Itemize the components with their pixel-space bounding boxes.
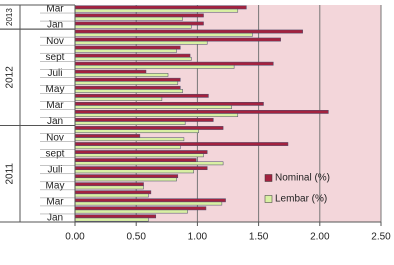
bar	[74, 5, 247, 10]
bar	[74, 97, 163, 101]
bar	[74, 158, 197, 162]
bar	[74, 174, 179, 179]
bar	[74, 201, 223, 206]
bar	[74, 24, 192, 29]
bar	[74, 105, 232, 109]
bar	[74, 129, 199, 134]
x-tick-label: 0.00	[65, 232, 85, 243]
bar	[74, 37, 281, 42]
bar	[74, 177, 177, 182]
bar	[74, 69, 147, 74]
y-tick-label: Jan	[47, 213, 63, 224]
x-tick-label: 1.50	[249, 232, 269, 243]
y-tick-label: Mar	[46, 4, 64, 15]
year-label: 2011	[5, 163, 16, 185]
bar	[74, 166, 208, 171]
bar	[74, 150, 208, 154]
bar	[74, 193, 149, 198]
x-tick-label: 2.00	[310, 232, 330, 243]
bar	[74, 53, 191, 58]
bar	[74, 185, 144, 190]
y-tick-label: Mar	[46, 100, 64, 111]
bar	[74, 153, 204, 158]
bar	[74, 110, 329, 114]
bar	[74, 93, 209, 98]
y-tick-label: sept	[46, 52, 65, 63]
bar	[74, 101, 264, 106]
bar	[74, 45, 181, 50]
bar	[74, 48, 177, 53]
bar	[74, 13, 204, 18]
bar	[74, 206, 207, 211]
bar	[74, 137, 185, 142]
bar	[74, 65, 235, 69]
bar	[74, 121, 186, 126]
legend-label: Lembar (%)	[275, 194, 327, 205]
bar	[74, 214, 157, 219]
y-tick-label: May	[46, 84, 65, 95]
bar	[74, 190, 152, 195]
bar	[74, 209, 188, 214]
y-tick-label: Jan	[47, 20, 63, 31]
bar	[74, 56, 192, 61]
x-tick-label: 1.00	[188, 232, 208, 243]
legend-swatch	[264, 174, 273, 182]
bar	[74, 61, 274, 66]
x-tick-label: 0.50	[126, 232, 146, 243]
bar	[74, 21, 204, 26]
y-tick-label: May	[46, 180, 65, 191]
bar	[74, 161, 224, 166]
bar	[74, 77, 181, 82]
y-tick-label: Nov	[46, 132, 64, 143]
bar	[74, 142, 289, 146]
legend-swatch	[264, 195, 273, 203]
year-label: 2013	[5, 8, 14, 26]
bar	[74, 16, 183, 21]
x-tick-label: 2.50	[371, 232, 391, 243]
bar	[74, 169, 194, 174]
y-tick-label: Jan	[47, 116, 63, 127]
bar	[74, 126, 224, 130]
y-tick-label: Nov	[46, 36, 64, 47]
y-tick-label: Mar	[46, 197, 64, 208]
y-tick-label: Juli	[47, 68, 62, 79]
year-label: 2012	[5, 66, 16, 89]
bar	[74, 85, 181, 90]
bar	[74, 113, 239, 117]
y-tick-label: Juli	[47, 164, 62, 175]
bar	[74, 134, 141, 138]
y-tick-label: sept	[46, 148, 65, 159]
bar	[74, 8, 239, 13]
bar	[74, 81, 179, 85]
bar	[74, 182, 144, 187]
bar	[74, 29, 303, 34]
bar	[74, 73, 169, 77]
bar	[74, 32, 253, 37]
bar	[74, 89, 183, 93]
bar	[74, 40, 208, 45]
bar	[74, 198, 226, 203]
legend-label: Nominal (%)	[275, 173, 330, 184]
bar	[74, 145, 181, 150]
bar	[74, 118, 214, 122]
bar	[74, 217, 149, 222]
